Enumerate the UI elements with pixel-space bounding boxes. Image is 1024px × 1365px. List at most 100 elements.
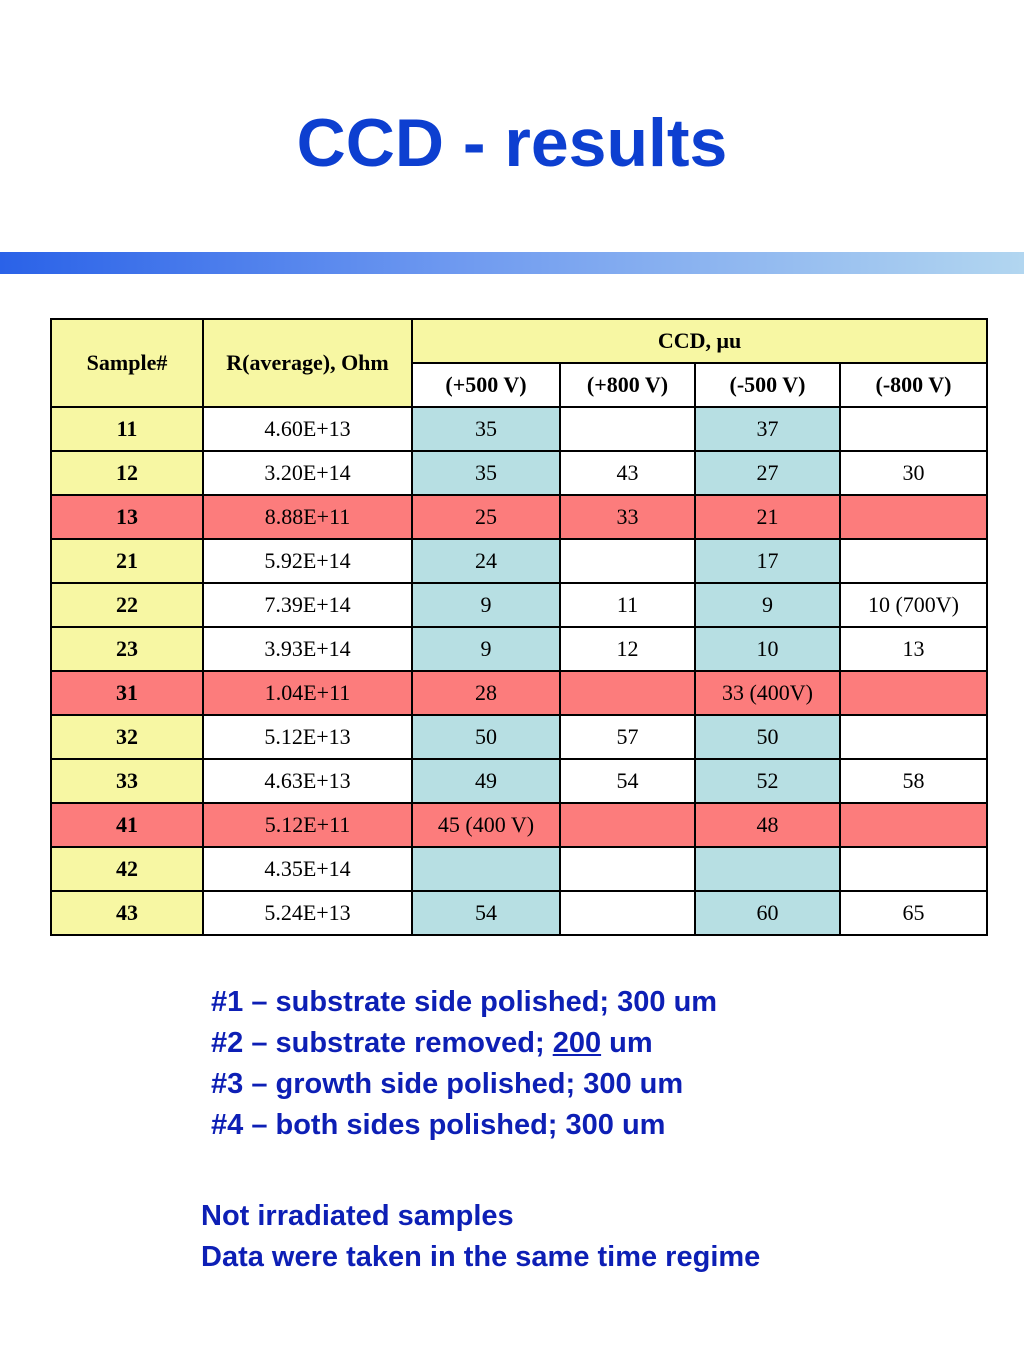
table-row: 12 3.20E+14 35 43 27 30 [50,450,988,496]
resistance-cell: 8.88E+11 [202,494,413,540]
ccd-cell: 37 [694,406,841,452]
sample-cell: 43 [50,890,204,936]
table-subheader-row: (+500 V) (+800 V) (-500 V) (-800 V) [51,362,988,408]
resistance-cell: 1.04E+11 [202,670,413,716]
ccd-cell: 30 [839,450,988,496]
underlined-value: 200 [552,1027,602,1059]
ccd-cell: 52 [694,758,841,804]
header-voltage: (-500 V) [694,362,841,408]
header-sample: Sample# [50,318,204,408]
ccd-cell: 50 [694,714,841,760]
table-row: 43 5.24E+13 54 60 65 [50,890,988,936]
table-row: 22 7.39E+14 9 11 9 10 (700V) [50,582,988,628]
note-item: #1 – substrate side polished; 300 um [211,986,718,1018]
ccd-cell: 9 [411,582,561,628]
ccd-cell: 27 [694,450,841,496]
resistance-cell: 7.39E+14 [202,582,413,628]
sample-cell: 12 [50,450,204,496]
header-resistance: R(average), Ohm [202,318,413,408]
resistance-cell: 4.63E+13 [202,758,413,804]
table-row: 13 8.88E+11 25 33 21 [50,494,988,540]
ccd-cell [559,802,696,848]
page-title: CCD - results [296,105,728,181]
header-ccd: CCD, μu [411,318,988,364]
sample-cell: 33 [50,758,204,804]
ccd-cell: 48 [694,802,841,848]
ccd-cell [559,890,696,936]
ccd-cell: 25 [411,494,561,540]
ccd-cell [559,670,696,716]
table-row: 33 4.63E+13 49 54 52 58 [50,758,988,804]
sample-cell: 22 [50,582,204,628]
ccd-cell [559,538,696,584]
ccd-cell: 57 [559,714,696,760]
ccd-cell: 21 [694,494,841,540]
ccd-cell: 9 [694,582,841,628]
ccd-cell: 33 [559,494,696,540]
ccd-cell: 49 [411,758,561,804]
ccd-cell [559,846,696,892]
resistance-cell: 4.35E+14 [202,846,413,892]
table-header-row: Sample# R(average), Ohm CCD, μu [50,318,988,408]
table-row: 42 4.35E+14 [50,846,988,892]
ccd-cell: 11 [559,582,696,628]
footer-line: Not irradiated samples [201,1200,514,1232]
resistance-cell: 5.12E+13 [202,714,413,760]
resistance-cell: 3.93E+14 [202,626,413,672]
resistance-cell: 3.20E+14 [202,450,413,496]
ccd-cell: 50 [411,714,561,760]
resistance-cell: 5.92E+14 [202,538,413,584]
ccd-cell: 33 (400V) [694,670,841,716]
ccd-cell [559,406,696,452]
sample-cell: 21 [50,538,204,584]
header-divider [0,252,1024,274]
ccd-cell [839,670,988,716]
footer-notes: Not irradiated samples Data were taken i… [201,1196,760,1278]
ccd-cell: 35 [411,450,561,496]
ccd-results-table: Sample# R(average), Ohm CCD, μu (+500 V)… [50,318,988,936]
ccd-cell: 9 [411,626,561,672]
ccd-cell: 54 [411,890,561,936]
ccd-cell: 28 [411,670,561,716]
sample-cell: 42 [50,846,204,892]
ccd-cell [839,538,988,584]
sample-cell: 23 [50,626,204,672]
sample-cell: 32 [50,714,204,760]
ccd-cell [411,846,561,892]
table-row: 41 5.12E+11 45 (400 V) 48 [50,802,988,848]
ccd-cell [839,406,988,452]
ccd-cell: 60 [694,890,841,936]
sample-cell: 31 [50,670,204,716]
sample-cell: 11 [50,406,204,452]
ccd-cell: 58 [839,758,988,804]
footer-line: Data were taken in the same time regime [201,1241,761,1273]
ccd-cell [694,846,841,892]
ccd-cell: 43 [559,450,696,496]
ccd-cell: 65 [839,890,988,936]
resistance-cell: 5.24E+13 [202,890,413,936]
header-voltage: (-800 V) [839,362,988,408]
ccd-cell [839,846,988,892]
sample-notes: #1 – substrate side polished; 300 um #2 … [211,982,717,1146]
ccd-cell: 13 [839,626,988,672]
header-voltage: (+500 V) [411,362,561,408]
note-item: #3 – growth side polished; 300 um [211,1068,684,1100]
table-row: 11 4.60E+13 35 37 [50,406,988,452]
ccd-cell: 24 [411,538,561,584]
table-row: 23 3.93E+14 9 12 10 13 [50,626,988,672]
sample-cell: 13 [50,494,204,540]
ccd-cell [839,494,988,540]
table-row: 32 5.12E+13 50 57 50 [50,714,988,760]
ccd-cell: 45 (400 V) [411,802,561,848]
ccd-cell [839,714,988,760]
ccd-cell: 35 [411,406,561,452]
ccd-cell: 54 [559,758,696,804]
table-row: 31 1.04E+11 28 33 (400V) [50,670,988,716]
table-row: 21 5.92E+14 24 17 [50,538,988,584]
ccd-cell: 12 [559,626,696,672]
ccd-cell: 10 [694,626,841,672]
ccd-cell: 17 [694,538,841,584]
ccd-cell: 10 (700V) [839,582,988,628]
header-voltage: (+800 V) [559,362,696,408]
resistance-cell: 4.60E+13 [202,406,413,452]
